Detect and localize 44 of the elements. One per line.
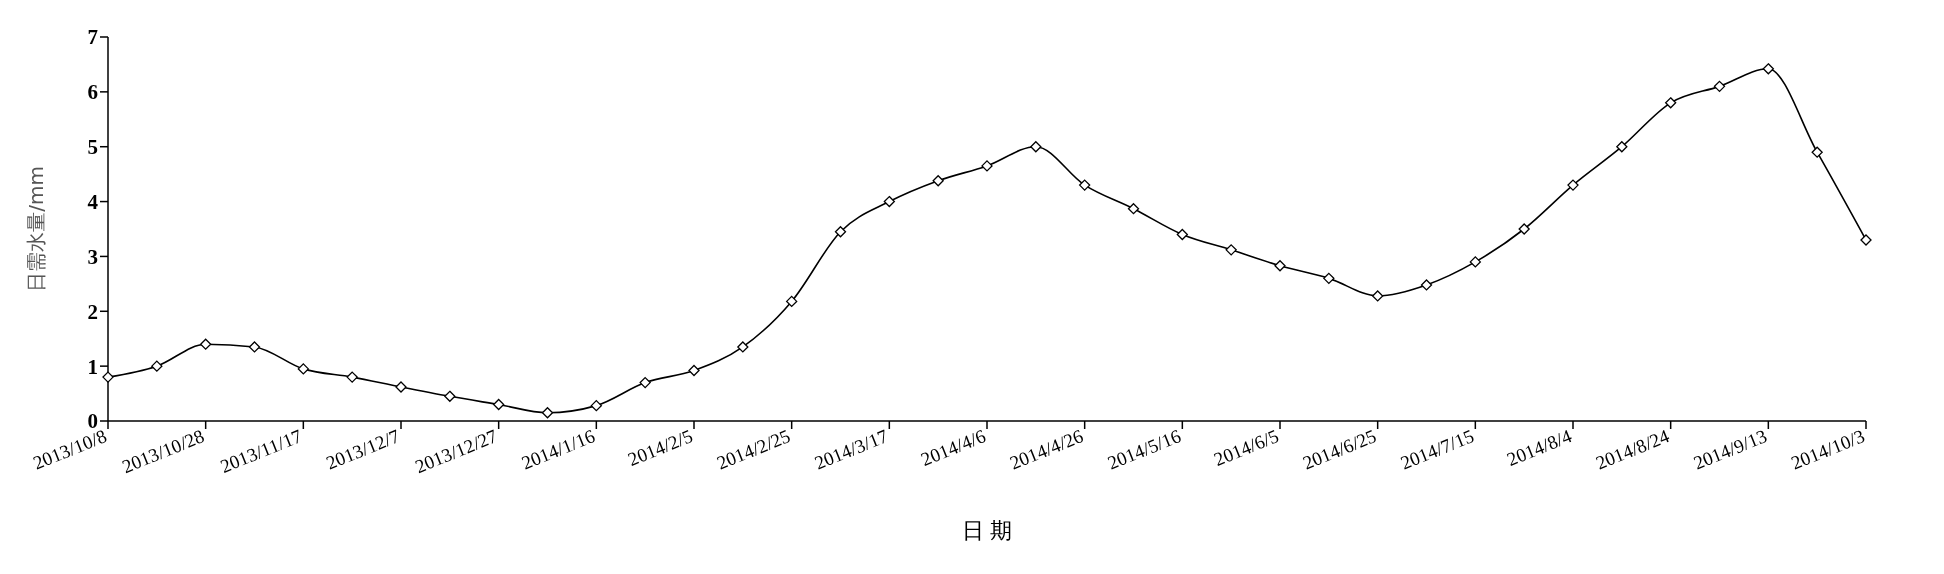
point <box>1274 260 1286 272</box>
point <box>688 364 700 377</box>
y-tick-label: 4 <box>87 190 99 215</box>
point <box>297 363 309 375</box>
point <box>834 226 847 238</box>
point <box>590 399 602 412</box>
point <box>932 175 944 187</box>
point <box>541 407 554 419</box>
point <box>200 338 212 350</box>
point <box>1030 141 1042 153</box>
point <box>151 360 163 372</box>
point <box>1665 97 1677 109</box>
y-tick-label: 2 <box>87 299 98 324</box>
point <box>1616 141 1628 153</box>
point <box>1762 63 1774 75</box>
point <box>786 295 798 308</box>
y-tick-label: 5 <box>87 135 98 160</box>
point <box>1713 80 1726 93</box>
point <box>102 371 114 383</box>
point <box>1372 290 1384 302</box>
y-tick-label: 1 <box>87 354 98 379</box>
point <box>444 390 456 402</box>
point <box>883 195 895 208</box>
y-tick-label: 3 <box>87 244 98 269</box>
point <box>1469 256 1481 268</box>
point <box>1079 179 1091 191</box>
point <box>1176 228 1188 241</box>
y-tick-label: 6 <box>87 80 98 105</box>
y-tick-label: 7 <box>87 25 98 50</box>
point <box>639 376 651 389</box>
point <box>737 341 749 353</box>
point <box>1567 179 1579 191</box>
point <box>1811 146 1823 158</box>
point <box>981 160 993 172</box>
x-axis-title: 日 期 <box>961 518 1013 543</box>
y-axis-title: 日需水量/mm <box>24 166 49 292</box>
point <box>1420 279 1433 291</box>
point <box>1127 203 1140 215</box>
point <box>1323 272 1335 285</box>
point <box>346 371 358 383</box>
point <box>1518 223 1530 235</box>
point <box>1225 244 1237 256</box>
point <box>248 341 261 353</box>
point <box>493 398 505 411</box>
